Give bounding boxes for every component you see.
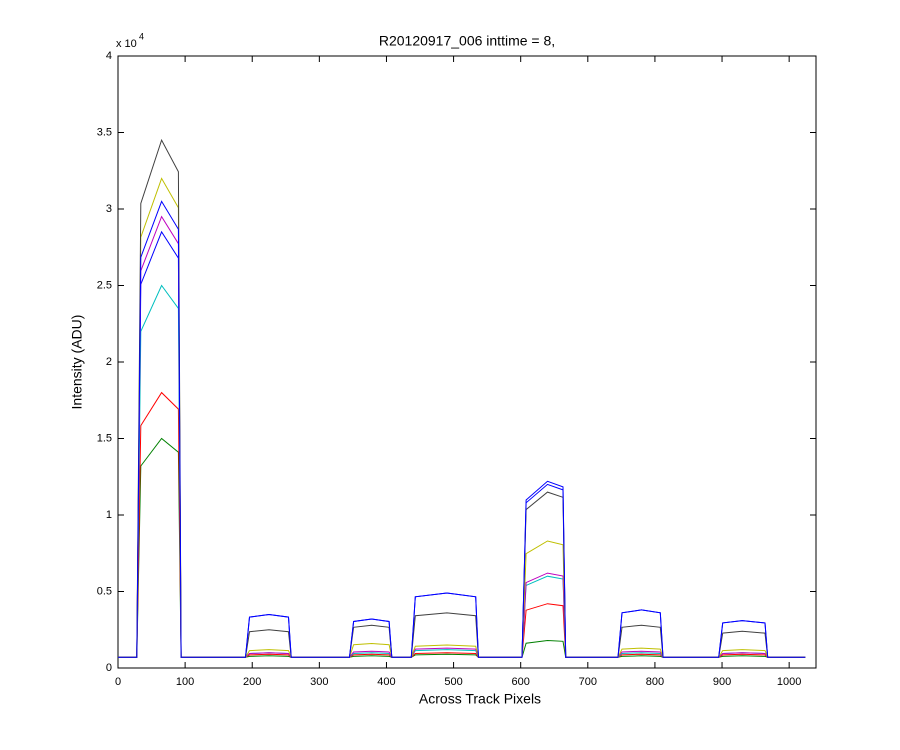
x-tick-label: 700	[579, 676, 597, 688]
y-tick-label: 2	[106, 356, 112, 368]
x-tick-label: 800	[646, 676, 664, 688]
y-axis-label: Intensity (ADU)	[69, 315, 85, 410]
x-tick-label: 500	[444, 676, 462, 688]
y-exponent-base: x 10	[116, 38, 137, 50]
x-tick-label: 0	[115, 676, 121, 688]
x-tick-label: 200	[243, 676, 261, 688]
y-tick-label: 0.5	[97, 585, 112, 597]
plot-area	[117, 55, 817, 669]
data-line	[118, 200, 806, 658]
x-tick-label: 1000	[777, 676, 801, 688]
y-tick-label: 0	[106, 662, 112, 674]
y-tick-label: 4	[106, 50, 112, 62]
y-tick-label: 3.5	[97, 126, 112, 138]
x-axis-label: Across Track Pixels	[419, 691, 541, 707]
x-tick-label: 600	[512, 676, 530, 688]
x-tick-label: 900	[713, 676, 731, 688]
y-tick-label: 1	[106, 509, 112, 521]
y-tick-label: 1.5	[97, 432, 112, 444]
x-tick-label: 100	[176, 676, 194, 688]
y-tick-label: 2.5	[97, 279, 112, 291]
x-tick-label: 300	[310, 676, 328, 688]
x-tick-label: 400	[377, 676, 395, 688]
y-tick-label: 3	[106, 203, 112, 215]
chart-title: R20120917_006 inttime = 8,	[379, 33, 555, 49]
y-exponent: 4	[139, 31, 144, 41]
